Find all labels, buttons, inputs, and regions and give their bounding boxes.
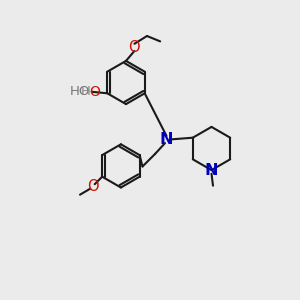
Text: N: N (160, 132, 173, 147)
Text: O: O (129, 40, 140, 55)
Text: O: O (89, 85, 100, 99)
Text: N: N (205, 163, 218, 178)
Text: O: O (87, 179, 98, 194)
Text: H: H (80, 85, 90, 98)
Text: HO: HO (70, 85, 90, 98)
